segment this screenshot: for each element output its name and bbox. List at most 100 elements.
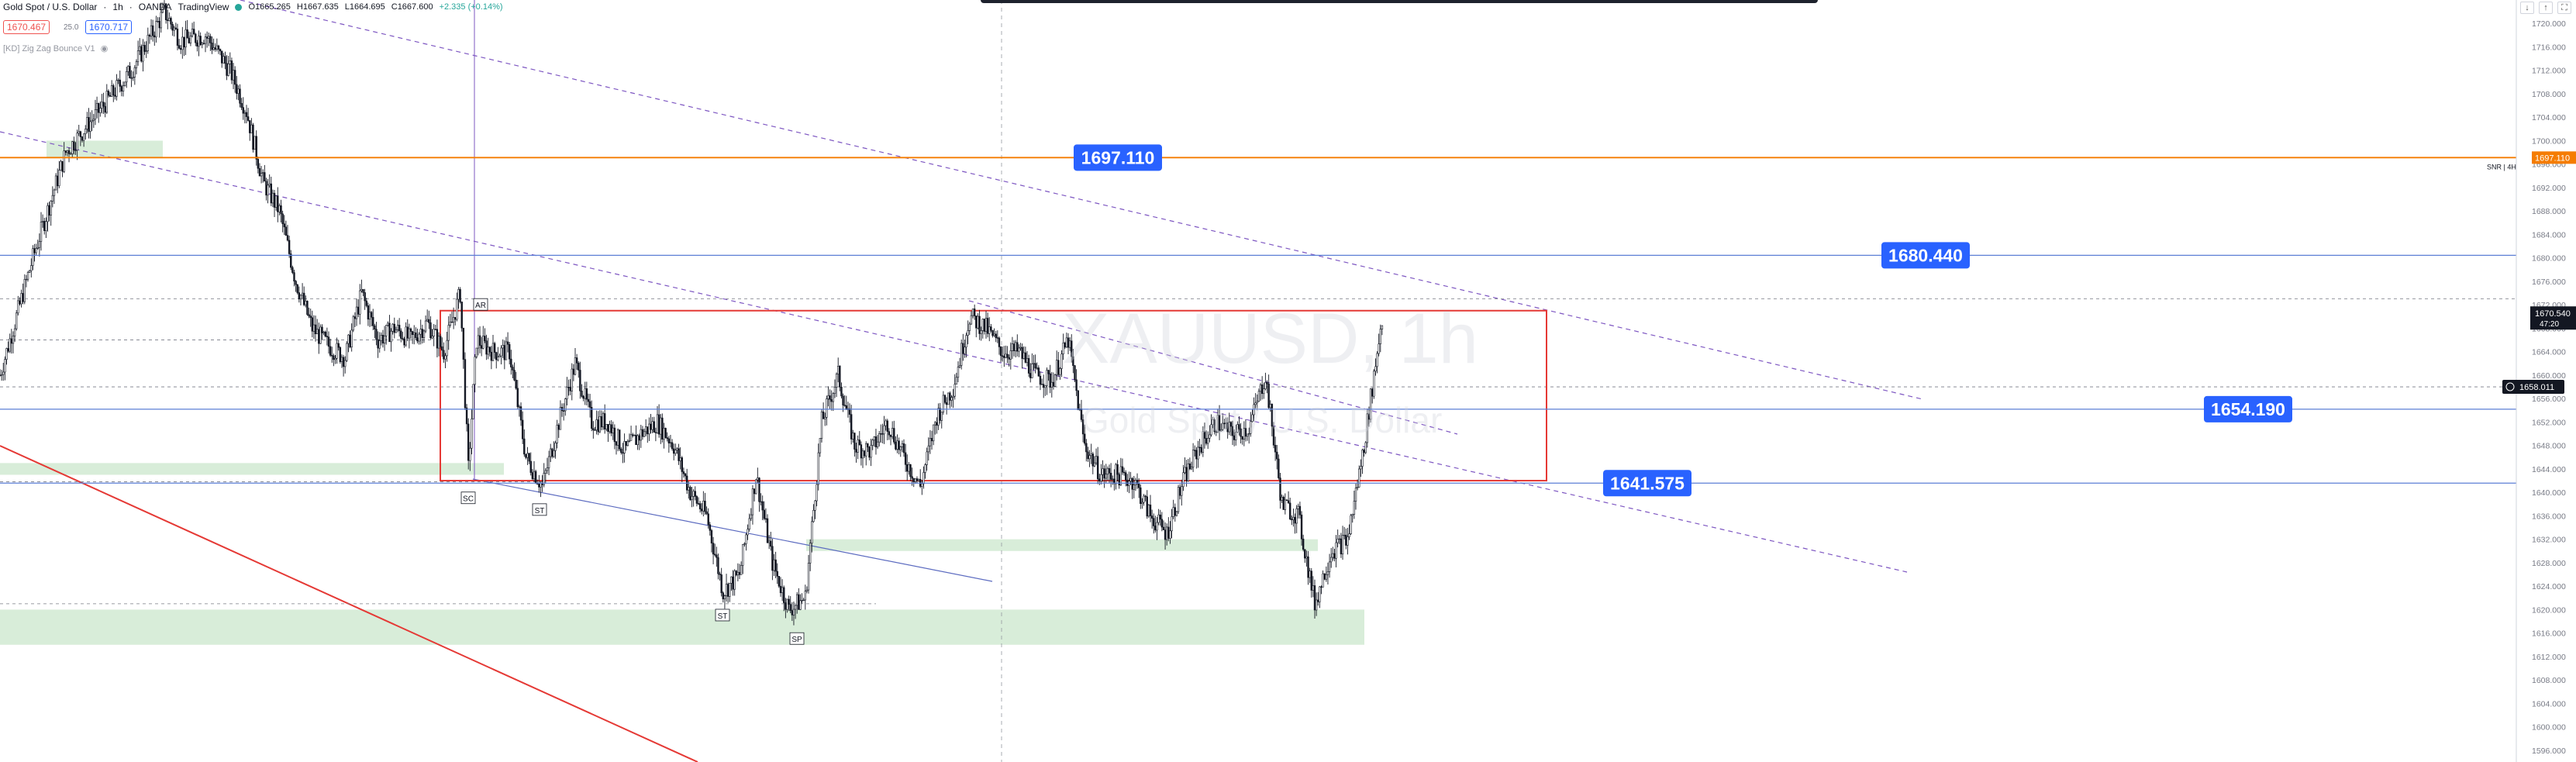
sell-price-button[interactable]: 1670.467	[3, 20, 50, 34]
candle-body	[1353, 501, 1356, 515]
candle-body	[1136, 480, 1139, 484]
buy-price-button[interactable]: 1670.717	[85, 20, 133, 34]
candle-body	[505, 341, 508, 360]
candle-body	[681, 457, 684, 472]
candle-body	[1238, 424, 1240, 429]
candle-body	[142, 45, 144, 62]
candle-body	[117, 79, 119, 81]
candle-body	[1345, 534, 1347, 546]
candle-body	[171, 23, 174, 31]
candle-body	[635, 434, 637, 445]
candle-body	[33, 248, 36, 253]
candle-body	[874, 436, 878, 447]
candle-body	[826, 398, 828, 418]
candle-body	[796, 594, 798, 606]
candle-body	[129, 66, 131, 79]
candle-body	[893, 428, 895, 443]
candle-body	[691, 495, 693, 501]
candle-body	[878, 433, 881, 443]
candle-body	[615, 441, 618, 446]
candle-body	[521, 419, 524, 440]
candle-body	[660, 417, 662, 435]
candle-body	[967, 330, 969, 336]
candle-body	[653, 421, 655, 433]
candle-body	[1185, 467, 1188, 481]
candle-body	[63, 150, 65, 172]
price-tick-10: 1636.000	[2532, 512, 2566, 521]
candle-body	[465, 407, 468, 425]
candle-body	[1005, 353, 1007, 358]
candle-body	[1060, 353, 1063, 369]
candle-body	[433, 329, 435, 336]
candle-body	[1271, 404, 1274, 427]
candle-body	[337, 343, 340, 348]
candle-body	[740, 565, 743, 575]
trendline-lower	[0, 131, 1908, 573]
candle-body	[1055, 360, 1058, 375]
candle-body	[270, 183, 272, 204]
candle-body	[1121, 466, 1124, 473]
candle-body	[932, 424, 935, 442]
candle-body	[788, 598, 790, 605]
candle-body	[405, 326, 407, 346]
candle-body	[396, 325, 399, 330]
fullscreen-icon[interactable]: ⛶	[2557, 2, 2571, 14]
price-tick-23: 1688.000	[2532, 207, 2566, 216]
candle-body	[564, 398, 567, 412]
candle-body	[454, 317, 457, 320]
candle-body	[865, 443, 867, 457]
candle-body	[22, 293, 24, 302]
candle-body	[53, 189, 56, 196]
indicator-legend[interactable]: [KD] Zig Zag Bounce V1 ◉	[3, 43, 108, 53]
candle-body	[776, 571, 778, 577]
candle-body	[633, 434, 636, 436]
candle-body	[1027, 358, 1030, 374]
candle-body	[592, 428, 595, 431]
symbol-name[interactable]: Gold Spot / U.S. Dollar	[3, 2, 98, 12]
candle-body	[17, 300, 19, 314]
candle-body	[388, 322, 391, 343]
candle-body	[585, 388, 588, 400]
candle-body	[57, 175, 59, 187]
candle-body	[909, 464, 912, 478]
market-status-icon	[235, 3, 243, 11]
price-tick-7: 1624.000	[2532, 582, 2566, 591]
candle-body	[996, 337, 999, 339]
candle-body	[1195, 450, 1198, 460]
candle-body	[1159, 514, 1161, 520]
candle-body	[245, 112, 248, 117]
candle-body	[995, 333, 997, 338]
candle-body	[1011, 343, 1014, 351]
candle-body	[296, 284, 298, 293]
candle-body	[1317, 599, 1319, 602]
candle-body	[13, 328, 16, 336]
ohlc-change: +2.335 (+0.14%)	[439, 2, 503, 12]
candle-body	[960, 343, 963, 366]
candle-body	[1259, 384, 1262, 392]
candle-body	[663, 428, 665, 440]
candle-body	[157, 21, 159, 22]
candle-body	[487, 347, 489, 355]
interval[interactable]: 1h	[112, 2, 123, 12]
candle-body	[1320, 586, 1322, 588]
candle-body	[43, 221, 46, 231]
candle-body	[754, 479, 757, 495]
candle-body	[871, 440, 874, 446]
bar-countdown: 47:20	[2540, 320, 2559, 329]
candle-body	[1171, 516, 1173, 532]
candle-body	[801, 600, 803, 602]
candle-body	[126, 71, 128, 83]
candle-body	[444, 355, 447, 360]
price-tick-11: 1640.000	[2532, 488, 2566, 498]
arrow-up-icon[interactable]: ↑	[2539, 2, 2553, 14]
candle-body	[333, 355, 335, 360]
last-price: 1670.540	[2535, 309, 2571, 319]
candle-body	[116, 80, 118, 97]
price-tick-0: 1596.000	[2532, 746, 2566, 756]
candle-body	[1039, 375, 1042, 385]
candle-body	[367, 305, 370, 320]
arrow-down-icon[interactable]: ↓	[2520, 2, 2534, 14]
candle-body	[336, 343, 338, 359]
eye-icon[interactable]: ◉	[100, 44, 109, 53]
